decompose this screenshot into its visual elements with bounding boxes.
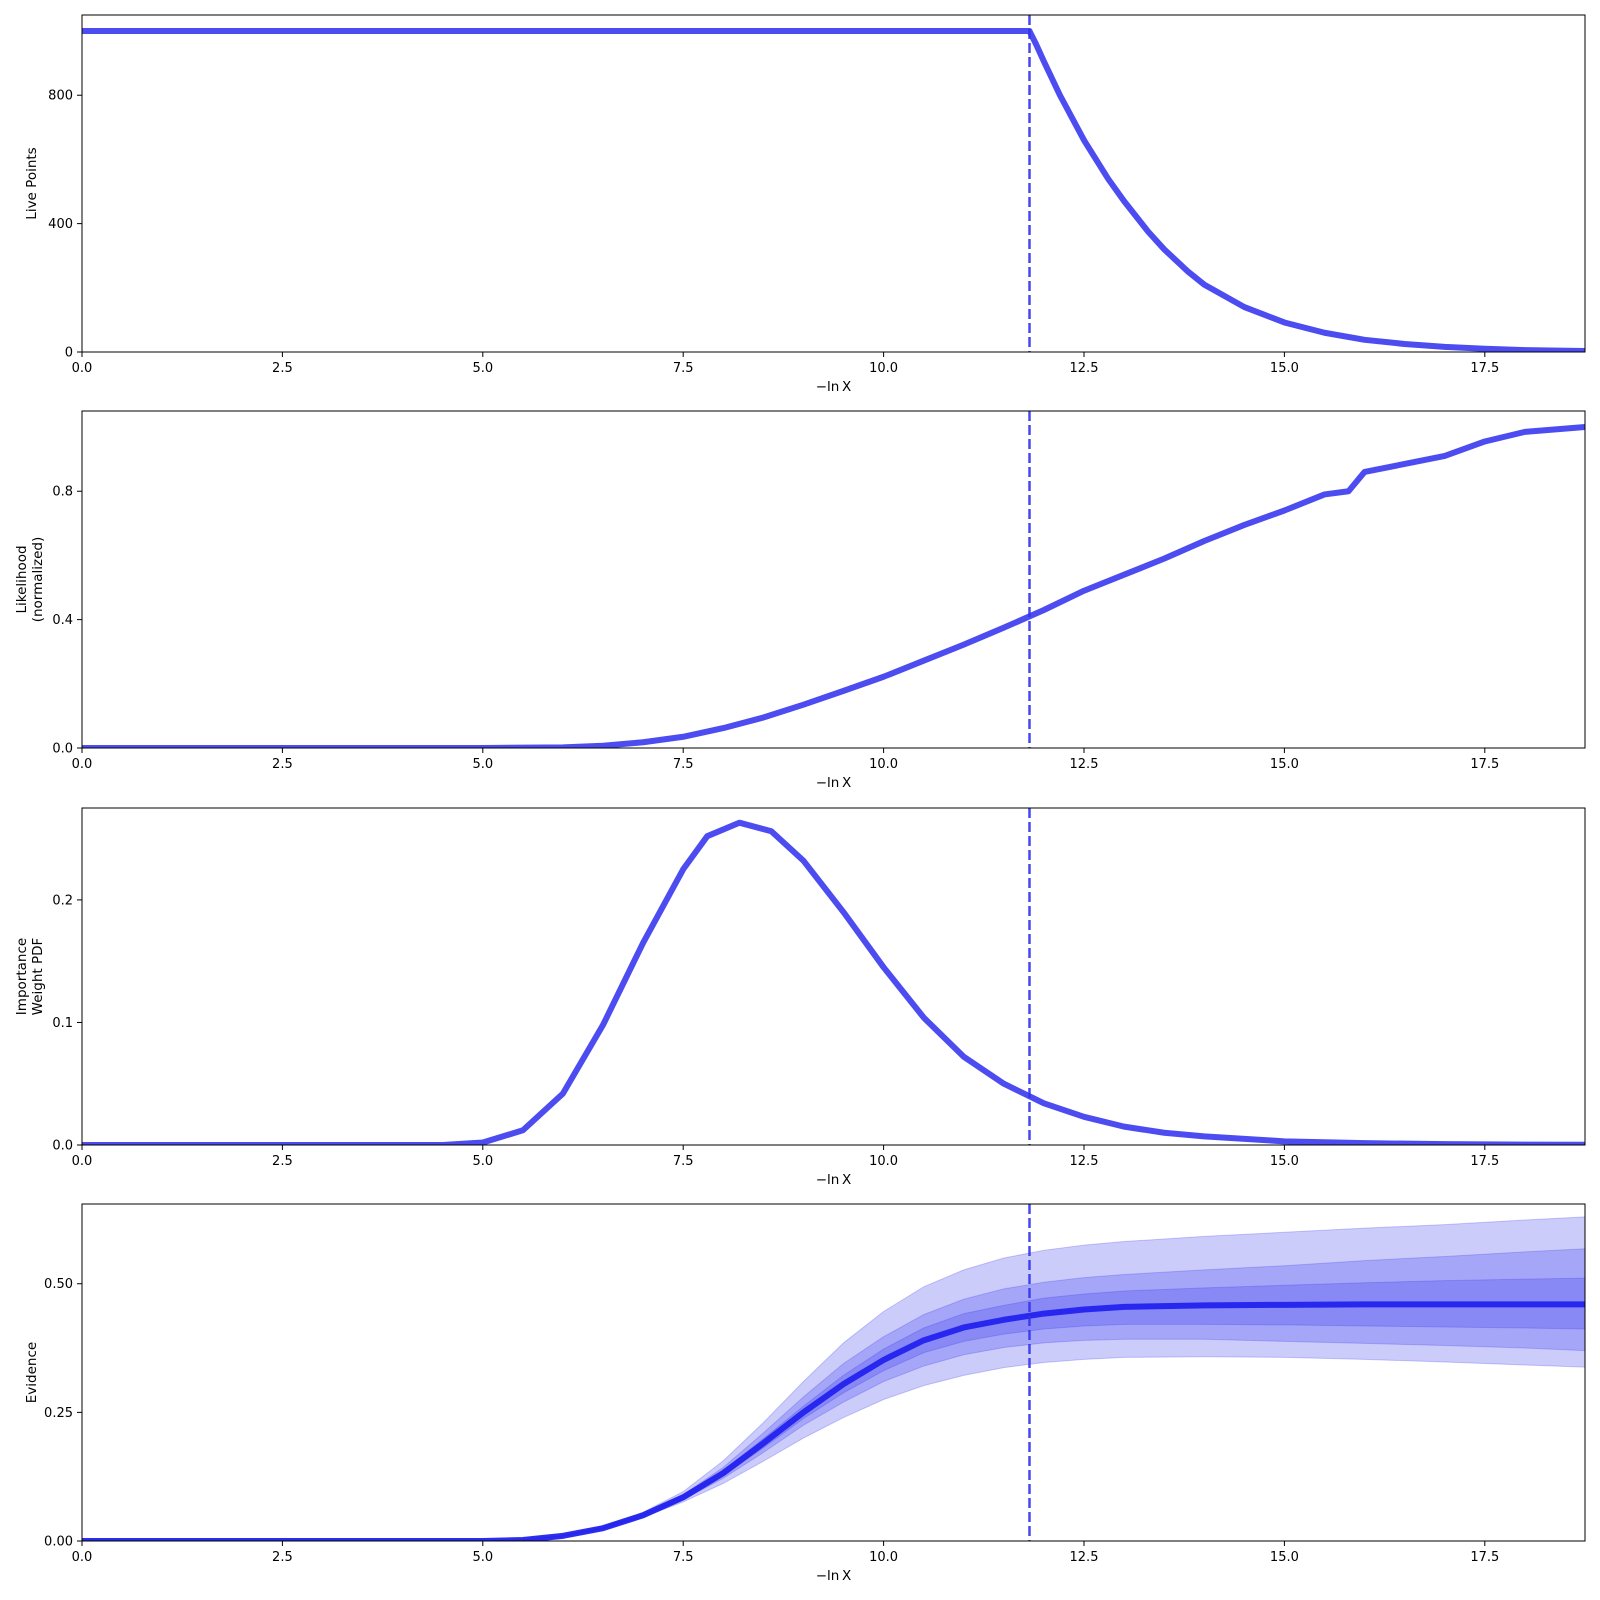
importance-y-axis-label: Weight PDF: [30, 938, 46, 1016]
importance-axes-frame: [81, 807, 1586, 1146]
likelihood-xtick-label: 10.0: [869, 757, 898, 772]
plot-area-evidence: [82, 1204, 1585, 1541]
evidence-ytick-label: 0.50: [44, 1277, 73, 1292]
likelihood-series-line: [82, 424, 1585, 748]
likelihood-axes-frame: [81, 410, 1586, 749]
live-xtick-label: 17.5: [1470, 361, 1499, 376]
importance-ytick-label: 0.0: [52, 1139, 73, 1154]
live-ytick-label: 400: [48, 217, 73, 232]
importance-x-axis-label: −ln X: [816, 1172, 852, 1188]
evidence-band-1: [82, 1216, 1585, 1541]
likelihood-xtick-label: 7.5: [673, 757, 694, 772]
importance-xtick-label: 10.0: [869, 1154, 898, 1169]
evidence-axes-frame: [81, 1203, 1586, 1542]
evidence-xtick-label: 5.0: [472, 1550, 493, 1565]
plot-area-live: [82, 15, 1585, 352]
importance-y-axis-label: Importance: [14, 938, 30, 1015]
live-ytick-label: 0: [65, 346, 73, 361]
panel-likelihood: 0.0 2.5 5.0 7.5 10.0 12.5 15.0 17.5 0.0 0.4 0.8 −ln…: [14, 410, 1586, 791]
importance-ytick-label: 0.2: [52, 893, 73, 908]
importance-ytick-label: 0.1: [52, 1016, 73, 1031]
likelihood-xtick-label: 15.0: [1270, 757, 1299, 772]
likelihood-xtick-label: 12.5: [1070, 757, 1099, 772]
likelihood-xtick-label: 17.5: [1470, 757, 1499, 772]
evidence-x-axis-label: −ln X: [816, 1568, 852, 1584]
live-y-axis-label: Live Points: [24, 147, 40, 219]
likelihood-xtick-label: 2.5: [272, 757, 293, 772]
live-xtick-label: 2.5: [272, 361, 293, 376]
panel-live: 0.0 2.5 5.0 7.5 10.0 12.5 15.0 17.5 0 400 800 −ln X…: [24, 14, 1586, 395]
live-ytick-label: 800: [48, 89, 73, 104]
panel-importance: 0.0 2.5 5.0 7.5 10.0 12.5 15.0 17.5 0.0 0.1 0.2 −ln…: [14, 807, 1586, 1188]
likelihood-xtick-label: 0.0: [72, 757, 93, 772]
importance-series-line: [82, 819, 1585, 1145]
live-xtick-label: 15.0: [1270, 361, 1299, 376]
evidence-xtick-label: 2.5: [272, 1550, 293, 1565]
importance-xtick-label: 15.0: [1270, 1154, 1299, 1169]
likelihood-ytick-label: 0.8: [52, 485, 73, 500]
plot-area-likelihood: [82, 411, 1585, 748]
live-xtick-label: 5.0: [472, 361, 493, 376]
live-xtick-label: 12.5: [1070, 361, 1099, 376]
evidence-y-axis-label: Evidence: [24, 1342, 40, 1403]
live-xtick-label: 7.5: [673, 361, 694, 376]
evidence-ytick-label: 0.25: [44, 1406, 73, 1421]
evidence-xtick-label: 0.0: [72, 1550, 93, 1565]
likelihood-y-axis-label: Likelihood: [14, 545, 30, 613]
evidence-band-2: [82, 1248, 1585, 1541]
likelihood-ytick-label: 0.0: [52, 742, 73, 757]
importance-xtick-label: 5.0: [472, 1154, 493, 1169]
evidence-median-line: [82, 1301, 1585, 1541]
importance-xtick-label: 12.5: [1070, 1154, 1099, 1169]
evidence-xtick-label: 17.5: [1470, 1550, 1499, 1565]
evidence-ytick-label: 0.00: [44, 1535, 73, 1550]
likelihood-xtick-label: 5.0: [472, 757, 493, 772]
evidence-xtick-label: 10.0: [869, 1550, 898, 1565]
likelihood-x-axis-label: −ln X: [816, 775, 852, 791]
likelihood-ytick-label: 0.4: [52, 613, 73, 628]
live-axes-frame: [81, 14, 1586, 353]
evidence-xtick-label: 15.0: [1270, 1550, 1299, 1565]
importance-xtick-label: 7.5: [673, 1154, 694, 1169]
live-x-axis-label: −ln X: [816, 379, 852, 395]
importance-xtick-label: 0.0: [72, 1154, 93, 1169]
panel-evidence: 0.0 2.5 5.0 7.5 10.0 12.5 15.0 17.5 0.00 0.25 0.50…: [24, 1203, 1586, 1584]
evidence-xtick-label: 12.5: [1070, 1550, 1099, 1565]
live-series-line: [82, 28, 1585, 352]
importance-xtick-label: 2.5: [272, 1154, 293, 1169]
importance-xtick-label: 17.5: [1470, 1154, 1499, 1169]
plot-area-importance: [82, 808, 1585, 1145]
live-xtick-label: 0.0: [72, 361, 93, 376]
likelihood-y-axis-label: (normalized): [30, 537, 46, 623]
live-xtick-label: 10.0: [869, 361, 898, 376]
evidence-xtick-label: 7.5: [673, 1550, 694, 1565]
